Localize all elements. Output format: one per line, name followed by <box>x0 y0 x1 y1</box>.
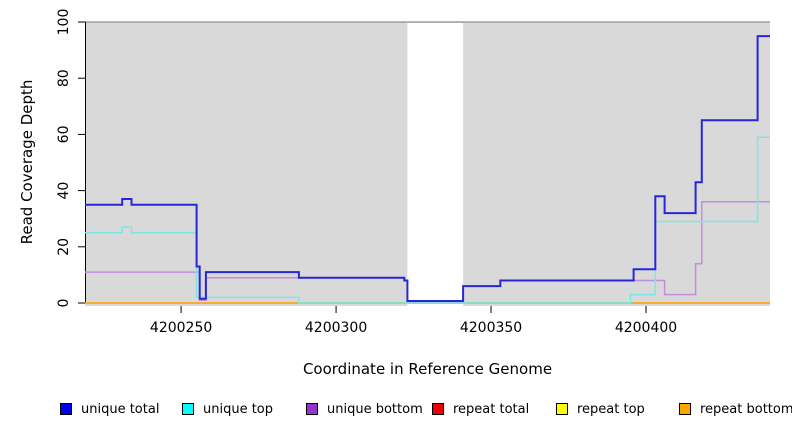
series-line-unique-top <box>85 136 770 304</box>
y-tick-label: 40 <box>56 182 72 200</box>
x-tick-label: 4200300 <box>305 320 367 336</box>
masked-region <box>407 23 464 306</box>
x-axis-label: Coordinate in Reference Genome <box>302 360 553 378</box>
legend-swatch-repeat-top <box>556 403 568 415</box>
y-tick-label: 100 <box>56 9 72 36</box>
legend-label: repeat bottom <box>700 401 792 417</box>
x-tick-label: 4200250 <box>150 320 212 336</box>
y-tick-label: 20 <box>56 238 72 256</box>
legend: unique total unique top unique bottom repea… <box>0 399 792 421</box>
y-axis-label: Read Coverage Depth <box>18 79 36 245</box>
legend-swatch-unique-total <box>60 403 72 415</box>
legend-swatch-repeat-bottom <box>679 403 691 415</box>
legend-label: repeat total <box>453 401 530 417</box>
series-line-unique-total <box>85 35 770 302</box>
legend-swatch-repeat-total <box>432 403 444 415</box>
legend-swatch-unique-bottom <box>306 403 318 415</box>
y-tick-label: 80 <box>56 69 72 87</box>
legend-item-unique-total: unique total <box>60 399 159 419</box>
legend-item-repeat-bottom: repeat bottom <box>679 399 792 419</box>
y-tick-label: 60 <box>56 125 72 143</box>
x-tick-label: 4200350 <box>460 320 522 336</box>
legend-swatch-unique-top <box>182 403 194 415</box>
legend-label: unique top <box>203 401 274 417</box>
legend-item-unique-top: unique top <box>182 399 273 419</box>
x-tick-label: 4200400 <box>615 320 677 336</box>
legend-item-repeat-total: repeat total <box>432 399 529 419</box>
legend-label: repeat top <box>577 401 645 417</box>
legend-item-repeat-top: repeat top <box>556 399 645 419</box>
legend-label: unique total <box>81 401 160 417</box>
y-tick-label: 0 <box>56 299 72 308</box>
legend-item-unique-bottom: unique bottom <box>306 399 423 419</box>
legend-label: unique bottom <box>327 401 423 417</box>
